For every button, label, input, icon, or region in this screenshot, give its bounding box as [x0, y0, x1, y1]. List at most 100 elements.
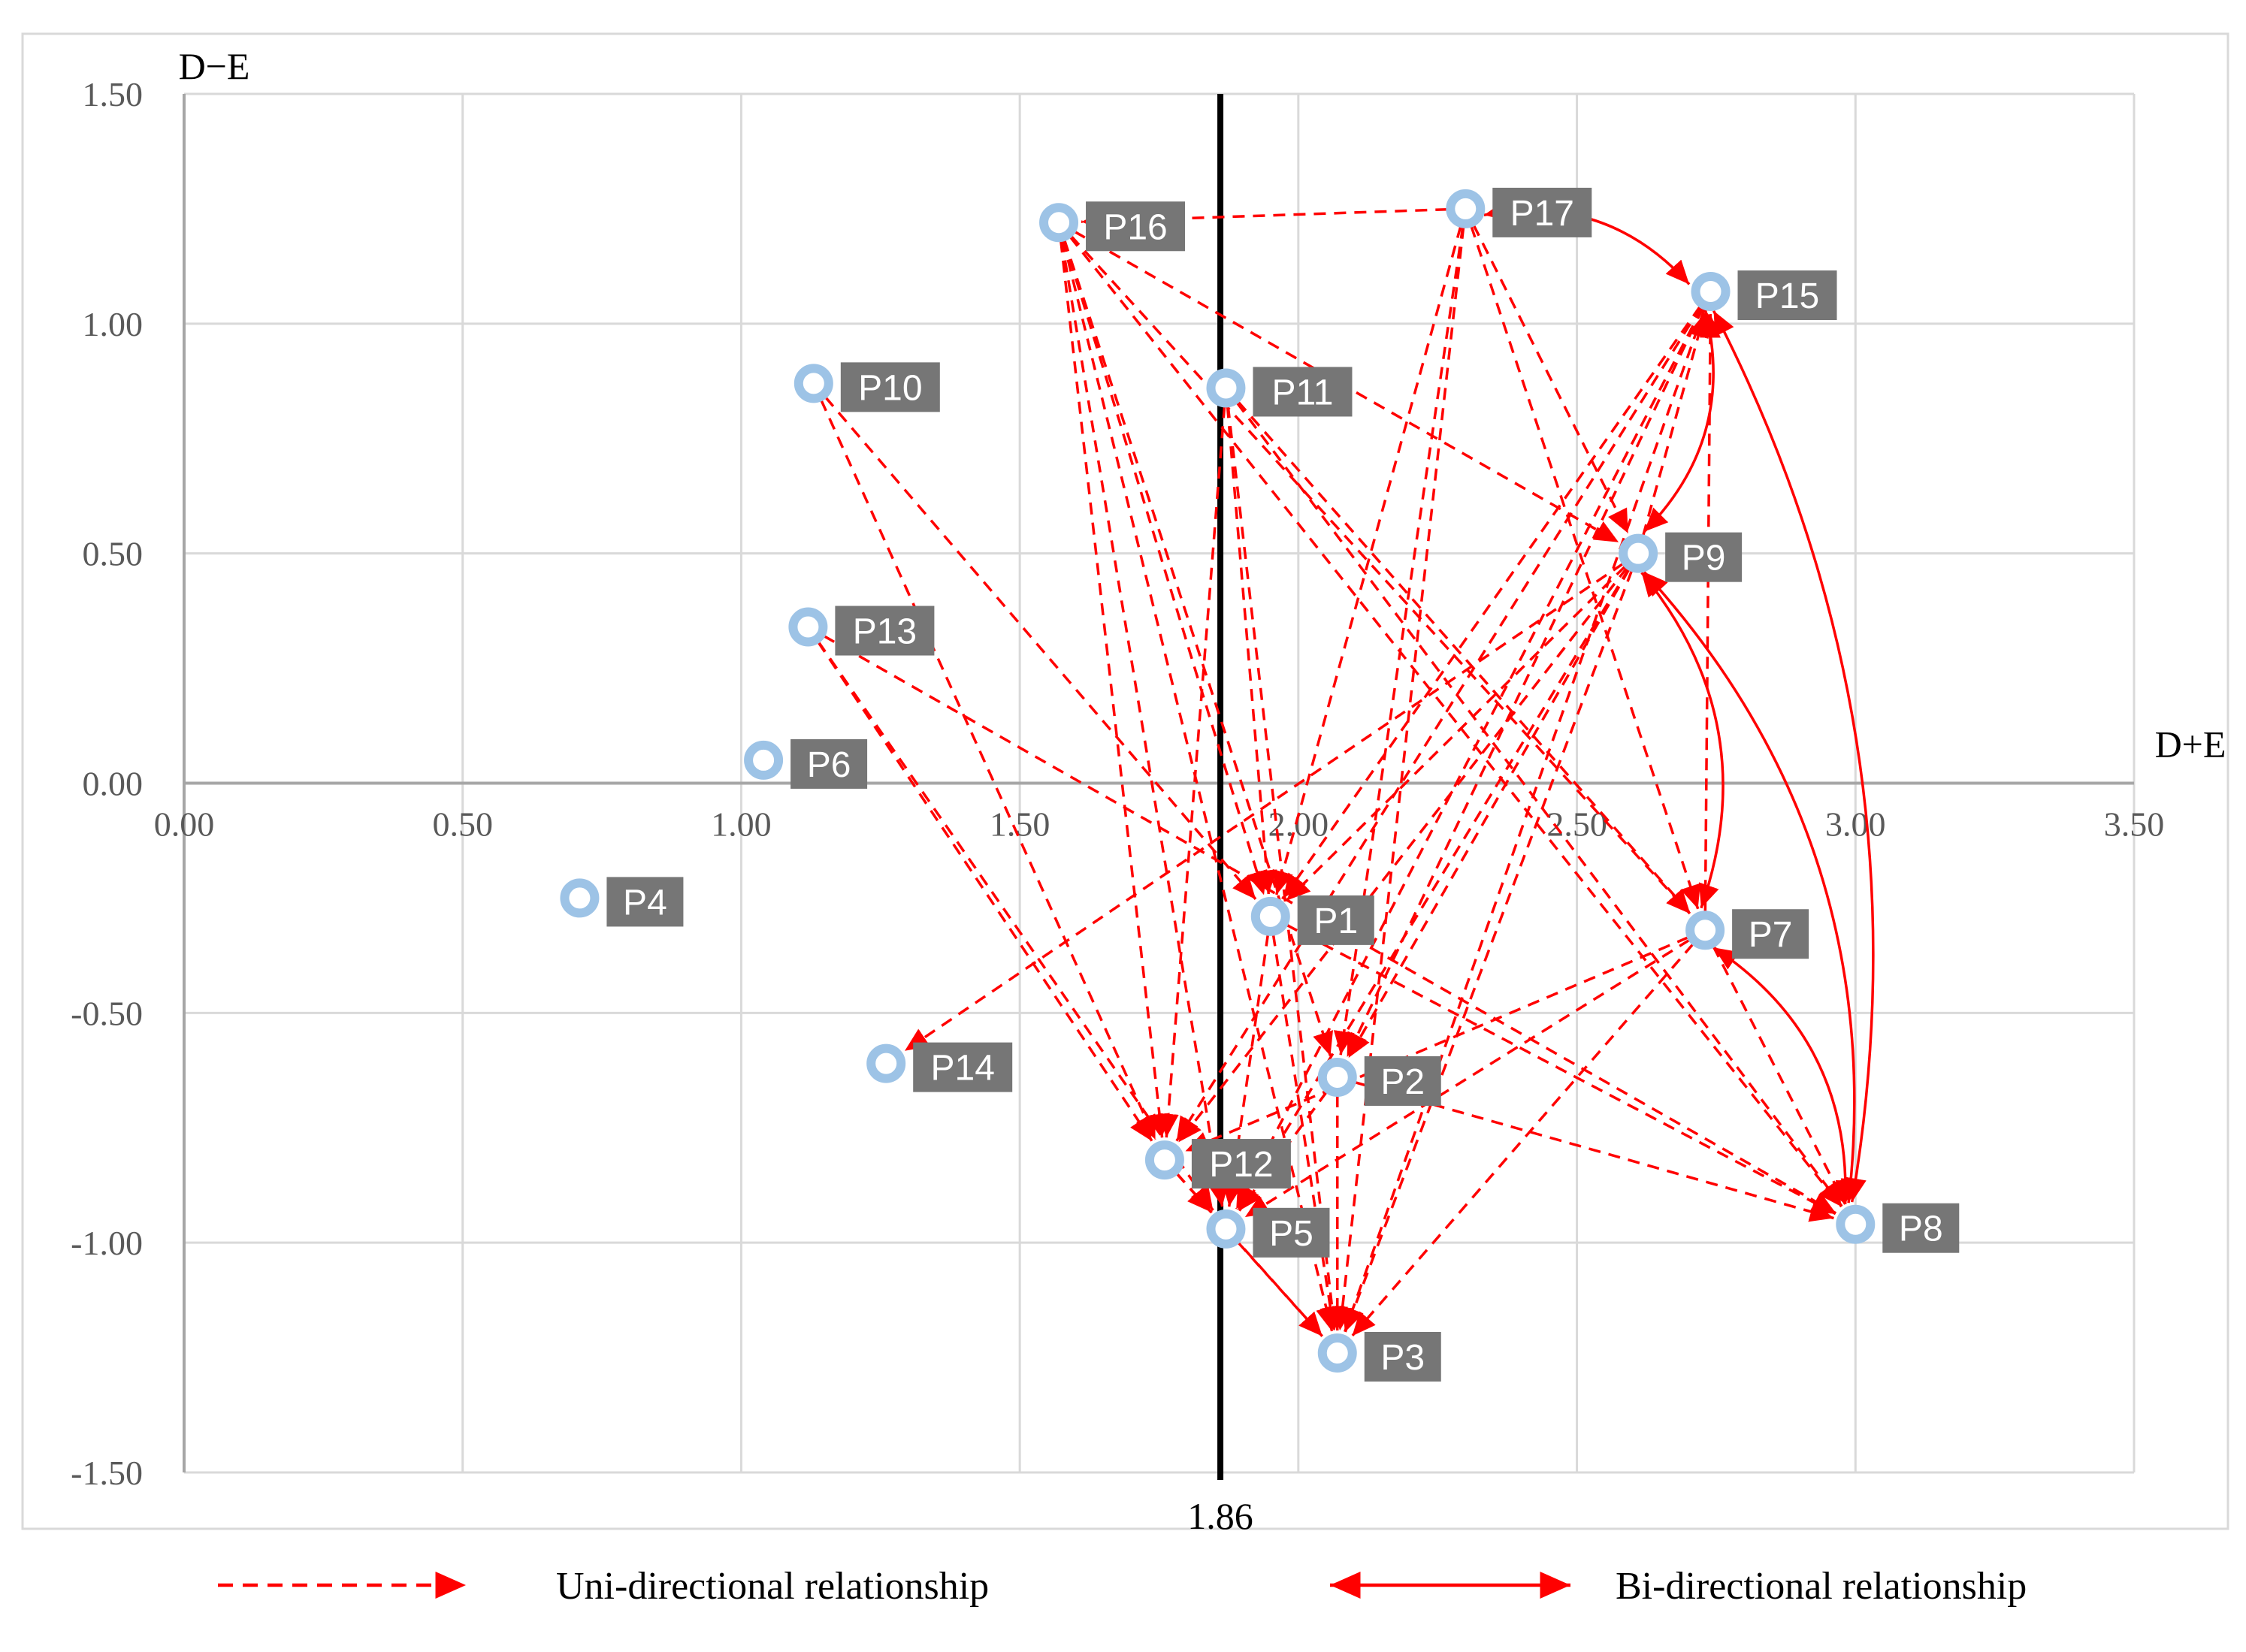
point-label-box [1086, 201, 1186, 252]
point-label: P16 [1103, 207, 1167, 247]
point-label: P2 [1380, 1062, 1425, 1102]
uni-arrow-P15-P3 [1342, 308, 1706, 1333]
uni-arrow-P11-P3 [1226, 406, 1343, 1331]
x-tick-label: 1.00 [711, 805, 772, 844]
legend: Uni-directional relationship Bi-direction… [218, 1565, 2027, 1608]
uni-arrow-P9-P3 [1344, 569, 1634, 1333]
uni-arrow-P5-P3 [1237, 1241, 1324, 1337]
uni-arrow-P15-P5 [1235, 307, 1704, 1210]
point-label-box [1882, 1203, 1960, 1253]
x-axis-title: D+E [2155, 723, 2226, 766]
uni-arrow-P17-P1 [1272, 225, 1462, 895]
uni-arrow-P1-P3 [1271, 934, 1341, 1331]
point-label: P8 [1899, 1210, 1943, 1249]
point-p13: P13 [788, 606, 935, 656]
uni-arrow-P16-P5 [1060, 240, 1229, 1207]
uni-arrow-P17-P9 [1472, 224, 1630, 534]
point-label: P15 [1755, 276, 1819, 316]
y-tick-label: -1.50 [71, 1454, 143, 1492]
point-p16: P16 [1039, 201, 1186, 252]
uni-arrow-P7-P3 [1351, 943, 1694, 1337]
uni-arrow-P11-P1 [1226, 406, 1277, 895]
legend-bi-label: Bi-directional relationship [1616, 1565, 2027, 1608]
uni-arrow-P7-P5 [1244, 938, 1691, 1219]
uni-arrow-P9-P2 [1347, 568, 1631, 1059]
uni-arrow-P16-P12 [1059, 240, 1170, 1138]
uni-arrow-P13-P5 [817, 641, 1214, 1212]
point-marker [744, 740, 784, 780]
axes: 0.00 0.50 1.00 1.50 2.00 2.50 3.00 3.501.501.00… [71, 45, 2226, 1537]
point-label-box [835, 606, 935, 656]
point-label-box [1364, 1056, 1441, 1106]
point-marker [1206, 1209, 1246, 1249]
point-label-box [1665, 532, 1743, 582]
point-p5: P5 [1206, 1207, 1330, 1258]
point-marker [1039, 203, 1079, 243]
point-label-box [1492, 187, 1592, 237]
point-label: P10 [858, 368, 922, 408]
bi-arrow-P15-P9 [1643, 310, 1722, 533]
point-marker [1685, 911, 1725, 950]
point-marker [788, 607, 828, 647]
point-label-box [606, 877, 684, 927]
point-label: P3 [1380, 1338, 1425, 1378]
point-p3: P3 [1317, 1331, 1441, 1382]
point-marker [1836, 1204, 1876, 1244]
uni-arrow-P7-P12 [1184, 936, 1689, 1152]
point-marker [1317, 1057, 1357, 1097]
uni-arrow-P12-P3 [1175, 1172, 1324, 1337]
point-marker [1144, 1140, 1184, 1180]
data-points: P1 P2 P3 P4 P5 P6 P7 P8 P9 P10 P11 P12 P13 P14 P15 P16 P… [560, 187, 1960, 1382]
x-tick-label: 3.50 [2104, 805, 2165, 844]
point-label: P13 [853, 612, 917, 652]
point-marker [1446, 189, 1486, 228]
uni-arrow-P2-P5 [1238, 1091, 1328, 1212]
legend-uni-label: Uni-directional relationship [556, 1565, 989, 1608]
point-marker [794, 364, 833, 403]
point-label: P1 [1313, 902, 1358, 941]
point-marker [866, 1043, 906, 1083]
y-tick-label: -0.50 [71, 994, 143, 1032]
point-p1: P1 [1250, 895, 1374, 945]
uni-arrow-P16-P7 [1069, 234, 1691, 915]
point-p14: P14 [866, 1042, 1013, 1092]
y-tick-label: 0.00 [83, 765, 144, 803]
point-label: P4 [623, 883, 667, 923]
point-p10: P10 [794, 362, 940, 412]
x-tick-label: 0.00 [154, 805, 215, 844]
y-tick-label: 1.00 [83, 305, 144, 343]
point-label-box [1297, 895, 1374, 945]
point-label-box [1737, 270, 1837, 321]
bi-arrow-P7-P8 [1712, 946, 1857, 1205]
uni-arrow-P16-P1 [1063, 239, 1268, 895]
point-p12: P12 [1144, 1139, 1291, 1189]
point-p11: P11 [1206, 367, 1353, 417]
uni-arrow-P17-P3 [1332, 226, 1465, 1331]
point-label: P12 [1209, 1145, 1273, 1185]
point-label: P6 [807, 745, 851, 785]
uni-arrow-P11-P12 [1157, 406, 1226, 1138]
threshold-label: 1.86 [1187, 1495, 1253, 1537]
point-label: P14 [930, 1049, 994, 1089]
point-label-box [1191, 1139, 1291, 1189]
uni-arrow-P10-P1 [824, 396, 1257, 901]
uni-arrow-P16-P8 [1069, 235, 1842, 1208]
uni-arrow-P12-P5 [1175, 1172, 1212, 1213]
point-label: P9 [1682, 539, 1726, 578]
uni-arrow-P15-P2 [1346, 307, 1704, 1058]
point-marker [1317, 1333, 1357, 1373]
point-marker [1619, 533, 1658, 573]
chart-outer-border [21, 32, 2229, 1530]
point-label: P5 [1269, 1214, 1313, 1254]
y-tick-label: 0.50 [83, 535, 144, 573]
y-tick-label: 1.50 [83, 75, 144, 113]
point-label-box [1253, 1207, 1330, 1258]
point-p4: P4 [560, 877, 684, 927]
uni-arrow-P11-P7 [1237, 400, 1691, 914]
uni-arrow-P9-P1 [1285, 565, 1627, 902]
point-p9: P9 [1619, 532, 1743, 582]
point-p7: P7 [1685, 909, 1809, 959]
point-p17: P17 [1446, 187, 1592, 237]
point-label-box [1364, 1331, 1441, 1382]
